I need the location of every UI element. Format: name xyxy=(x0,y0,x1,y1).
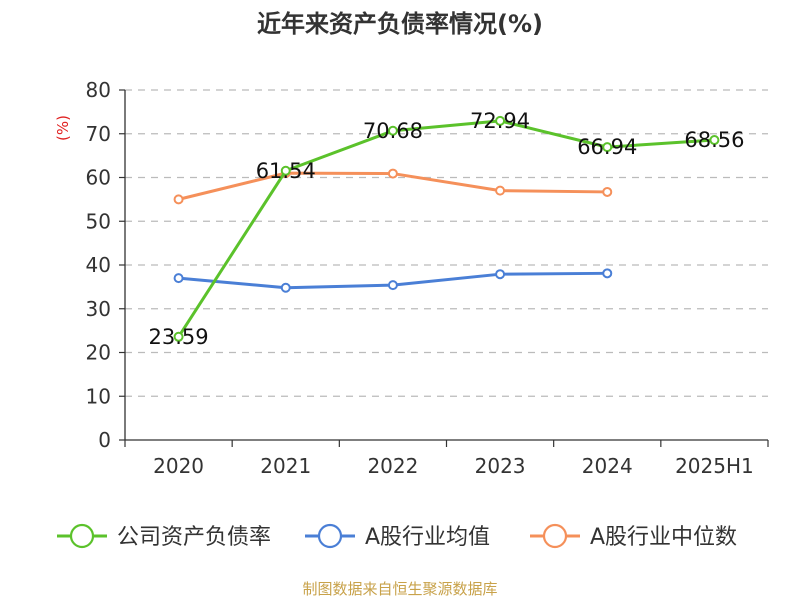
data-label: 23.59 xyxy=(149,325,209,349)
source-note: 制图数据来自恒生聚源数据库 xyxy=(302,580,498,598)
data-point xyxy=(387,280,398,291)
data-label: 70.68 xyxy=(363,119,423,143)
x-tick-label: 2023 xyxy=(475,454,526,478)
legend-item[interactable]: 公司资产负债率 xyxy=(57,523,271,550)
y-axis-label: (%) xyxy=(54,115,72,141)
x-tick-label: 2022 xyxy=(367,454,418,478)
data-point xyxy=(602,268,613,279)
x-tick-label: 2024 xyxy=(582,454,633,478)
data-point xyxy=(173,273,184,284)
y-tick-label: 40 xyxy=(86,253,111,277)
series-1 xyxy=(173,268,613,293)
x-tick-label: 2025H1 xyxy=(675,454,754,478)
legend-label: 公司资产负债率 xyxy=(117,525,271,550)
data-point xyxy=(280,282,291,293)
y-tick-label: 20 xyxy=(86,341,111,365)
data-point xyxy=(173,331,184,342)
data-point xyxy=(495,115,506,126)
y-tick-label: 50 xyxy=(86,209,111,233)
data-label: 66.94 xyxy=(577,135,637,159)
x-tick-label: 2020 xyxy=(153,454,204,478)
y-tick-label: 70 xyxy=(86,122,111,146)
legend-label: A股行业均值 xyxy=(365,525,490,550)
y-tick-label: 60 xyxy=(86,166,111,190)
legend-item[interactable]: A股行业均值 xyxy=(305,523,490,550)
y-tick-label: 30 xyxy=(86,297,111,321)
legend-item[interactable]: A股行业中位数 xyxy=(530,523,737,550)
data-point xyxy=(495,269,506,280)
legend-marker xyxy=(542,523,568,549)
chart-title: 近年来资产负债率情况(%) xyxy=(257,10,543,38)
legend-marker xyxy=(69,523,95,549)
legend-marker xyxy=(317,523,343,549)
y-tick-label: 80 xyxy=(86,78,111,102)
y-tick-label: 10 xyxy=(86,384,111,408)
legend-label: A股行业中位数 xyxy=(590,525,737,550)
data-point xyxy=(173,194,184,205)
data-point xyxy=(280,165,291,176)
legend: 公司资产负债率 A股行业均值 A股行业中位数 xyxy=(57,523,737,550)
data-point xyxy=(709,135,720,146)
x-tick-label: 2021 xyxy=(260,454,311,478)
series-2 xyxy=(173,168,613,205)
y-tick-label: 0 xyxy=(98,428,111,452)
data-point xyxy=(387,168,398,179)
data-point xyxy=(602,186,613,197)
series-lines xyxy=(173,115,720,342)
data-labels: 23.59 61.54 70.68 72.94 66.94 68.56 xyxy=(149,109,745,349)
data-label: 68.56 xyxy=(684,128,744,152)
data-point xyxy=(602,142,613,153)
data-label: 61.54 xyxy=(256,159,316,183)
data-point xyxy=(495,185,506,196)
series-line xyxy=(177,119,715,338)
axes: 0 10 20 30 40 50 60 70 80 2020 2021 2022 2023 2024 202… xyxy=(86,78,769,478)
data-label: 72.94 xyxy=(470,109,530,133)
data-point xyxy=(387,125,398,136)
grid-lines xyxy=(125,89,768,397)
series-0 xyxy=(173,115,720,342)
